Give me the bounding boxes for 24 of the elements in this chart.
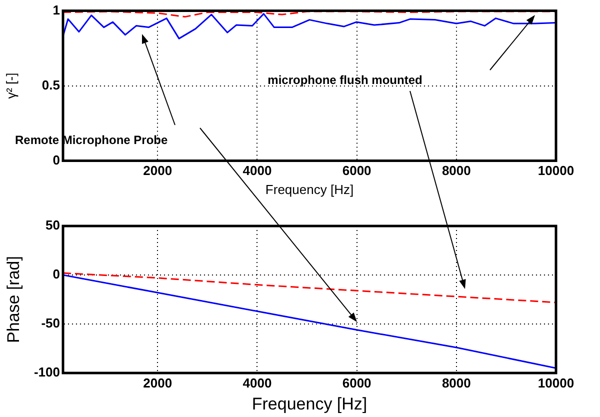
y-tick-label: 50 bbox=[46, 218, 60, 233]
x-axis-title: Frequency [Hz] bbox=[265, 182, 354, 197]
x-tick-label: 4000 bbox=[242, 163, 272, 178]
x-tick-label: 8000 bbox=[442, 375, 471, 390]
x-tick-label: 10000 bbox=[538, 375, 574, 390]
y-tick-label: -100 bbox=[34, 364, 60, 380]
line-series bbox=[63, 272, 556, 304]
y-tick-label: 1 bbox=[52, 2, 60, 18]
x-tick-label: 8000 bbox=[442, 163, 471, 178]
x-tick-label: 2000 bbox=[143, 163, 172, 178]
y-tick-label: 0 bbox=[52, 266, 60, 282]
y-axis-title: γ² [-] bbox=[3, 72, 18, 99]
x-tick-label: 6000 bbox=[342, 163, 372, 178]
x-axis-title: Frequency [Hz] bbox=[252, 394, 368, 414]
x-tick-label: 10000 bbox=[538, 163, 574, 178]
y-tick-label: -50 bbox=[41, 316, 60, 331]
x-tick-label: 4000 bbox=[242, 375, 272, 390]
y-tick-label: 0.5 bbox=[42, 77, 60, 92]
x-tick-label: 6000 bbox=[342, 375, 372, 390]
annotation: microphone flush mounted bbox=[268, 73, 422, 88]
y-tick-label: 0 bbox=[52, 152, 60, 168]
x-tick-label: 2000 bbox=[143, 375, 172, 390]
y-axis-title: Phase [rad] bbox=[4, 256, 23, 343]
annotation: Remote Microphone Probe bbox=[15, 133, 168, 148]
